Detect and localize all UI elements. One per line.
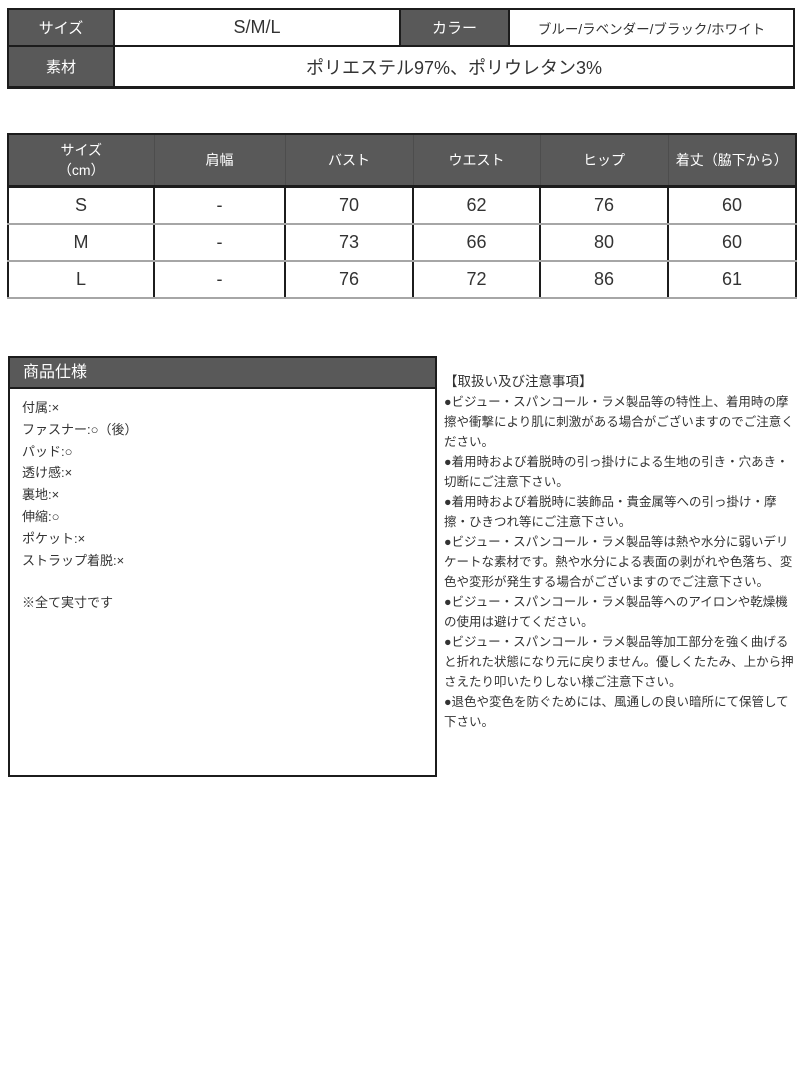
- care-note-bullet: ●ビジュー・スパンコール・ラメ製品等は熱や水分に弱いデリケートな素材です。熱や水…: [444, 535, 793, 589]
- care-note-bullet: ●着用時および着脱時に装飾品・貴金属等への引っ掛け・摩擦・ひきつれ等にご注意下さ…: [444, 495, 777, 529]
- info-row-material: 素材 ポリエステル97%、ポリウレタン3%: [7, 45, 795, 89]
- spec-item-sheerness: 透け感:×: [22, 465, 73, 481]
- cell-waist: 72: [412, 261, 541, 299]
- spec-item-fastener: ファスナー:○（後）: [22, 421, 138, 437]
- care-note-bullet: ●退色や変色を防ぐためには、風通しの良い暗所にて保管して下さい。: [444, 695, 789, 729]
- spec-panel: 商品仕様 付属:× ファスナー:○（後） パッド:○ 透け感:× 裏地:× 伸縮…: [8, 356, 437, 777]
- header-shoulder: 肩幅: [153, 133, 286, 188]
- header-size-line1: サイズ: [60, 141, 103, 158]
- material-label-cell: 素材: [7, 45, 115, 89]
- header-size-line2: （cm）: [57, 162, 105, 178]
- cell-length: 61: [667, 261, 797, 299]
- spec-measurement-note: ※全て実寸です: [22, 595, 114, 611]
- size-value-cell: S/M/L: [113, 8, 401, 47]
- spec-item-pad: パッド:○: [22, 443, 73, 459]
- info-row-size-color: サイズ S/M/L カラー ブルー/ラベンダー/ブラック/ホワイト: [7, 8, 795, 47]
- care-note-bullet: ●ビジュー・スパンコール・ラメ製品等へのアイロンや乾燥機の使用は避けてください。: [444, 595, 788, 629]
- cell-hip: 86: [539, 261, 669, 299]
- cell-length: 60: [667, 186, 797, 225]
- size-chart-table: サイズ （cm） 肩幅 バスト ウエスト ヒップ 着丈（脇下から） S - 70…: [7, 133, 797, 299]
- cell-bust: 76: [284, 261, 414, 299]
- cell-shoulder: -: [153, 224, 286, 262]
- spec-panel-title: 商品仕様: [10, 358, 435, 389]
- spec-item-accessory: 付属:×: [22, 400, 60, 415]
- color-value-cell: ブルー/ラベンダー/ブラック/ホワイト: [508, 8, 795, 47]
- care-note-bullet: ●ビジュー・スパンコール・ラメ製品等の特性上、着用時の摩擦や衝撃により肌に刺激が…: [444, 395, 794, 449]
- header-length: 着丈（脇下から）: [667, 133, 797, 188]
- cell-length: 60: [667, 224, 797, 262]
- care-note-bullet: ●着用時および着脱時の引っ掛けによる生地の引き・穴あき・切断にご注意下さい。: [444, 455, 789, 489]
- care-notes: 【取扱い及び注意事項】 ●ビジュー・スパンコール・ラメ製品等の特性上、着用時の摩…: [444, 372, 800, 732]
- spec-item-lining: 裏地:×: [22, 487, 60, 503]
- header-size-cm: サイズ （cm）: [7, 133, 155, 188]
- color-label-cell: カラー: [399, 8, 510, 47]
- cell-size: M: [7, 224, 155, 262]
- cell-size: S: [7, 186, 155, 225]
- spec-item-stretch: 伸縮:○: [22, 508, 60, 524]
- header-bust: バスト: [284, 133, 414, 188]
- cell-bust: 70: [284, 186, 414, 225]
- spec-item-strap: ストラップ着脱:×: [22, 552, 125, 568]
- spec-item-pocket: ポケット:×: [22, 530, 86, 546]
- header-hip: ヒップ: [539, 133, 669, 188]
- cell-waist: 66: [412, 224, 541, 262]
- cell-hip: 80: [539, 224, 669, 262]
- size-label-cell: サイズ: [7, 8, 115, 47]
- table-row-s: S - 70 62 76 60: [7, 186, 797, 225]
- table-row-m: M - 73 66 80 60: [7, 224, 797, 262]
- table-row-l: L - 76 72 86 61: [7, 261, 797, 299]
- cell-shoulder: -: [153, 261, 286, 299]
- cell-hip: 76: [539, 186, 669, 225]
- cell-waist: 62: [412, 186, 541, 225]
- care-note-bullet: ●ビジュー・スパンコール・ラメ製品等加工部分を強く曲げると折れた状態になり元に戻…: [444, 635, 794, 689]
- cell-shoulder: -: [153, 186, 286, 225]
- size-chart-header-row: サイズ （cm） 肩幅 バスト ウエスト ヒップ 着丈（脇下から）: [7, 133, 797, 188]
- cell-bust: 73: [284, 224, 414, 262]
- material-value-cell: ポリエステル97%、ポリウレタン3%: [113, 45, 795, 89]
- cell-size: L: [7, 261, 155, 299]
- product-info-table: サイズ S/M/L カラー ブルー/ラベンダー/ブラック/ホワイト 素材 ポリエ…: [7, 8, 795, 89]
- header-waist: ウエスト: [412, 133, 541, 188]
- spec-panel-body: 付属:× ファスナー:○（後） パッド:○ 透け感:× 裏地:× 伸縮:○ ポケ…: [10, 389, 435, 614]
- care-notes-title: 【取扱い及び注意事項】: [444, 374, 593, 389]
